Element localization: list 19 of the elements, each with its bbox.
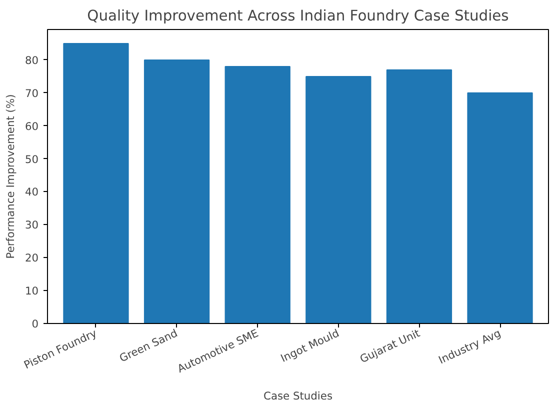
- bar: [467, 92, 533, 324]
- bar: [63, 43, 129, 324]
- bar: [386, 69, 452, 324]
- y-tick-label: 70: [24, 86, 39, 100]
- x-axis-title: Case Studies: [264, 389, 333, 402]
- y-tick-label: 20: [24, 252, 39, 265]
- y-tick-label: 60: [24, 120, 39, 133]
- chart-title: Quality Improvement Across Indian Foundry Case Studies: [87, 8, 509, 24]
- y-tick-label: 40: [24, 186, 39, 199]
- y-axis-title: Performance Improvement (%): [4, 94, 17, 259]
- bar: [144, 59, 210, 324]
- y-tick-label: 10: [24, 284, 39, 298]
- bar: [306, 76, 372, 324]
- bar: [224, 66, 290, 324]
- y-tick-label: 50: [24, 152, 39, 166]
- y-tick-label: 80: [24, 54, 39, 67]
- y-tick-label: 0: [32, 318, 39, 330]
- y-tick-label: 30: [24, 218, 39, 232]
- x-tick-label: Green Sand: [117, 326, 180, 365]
